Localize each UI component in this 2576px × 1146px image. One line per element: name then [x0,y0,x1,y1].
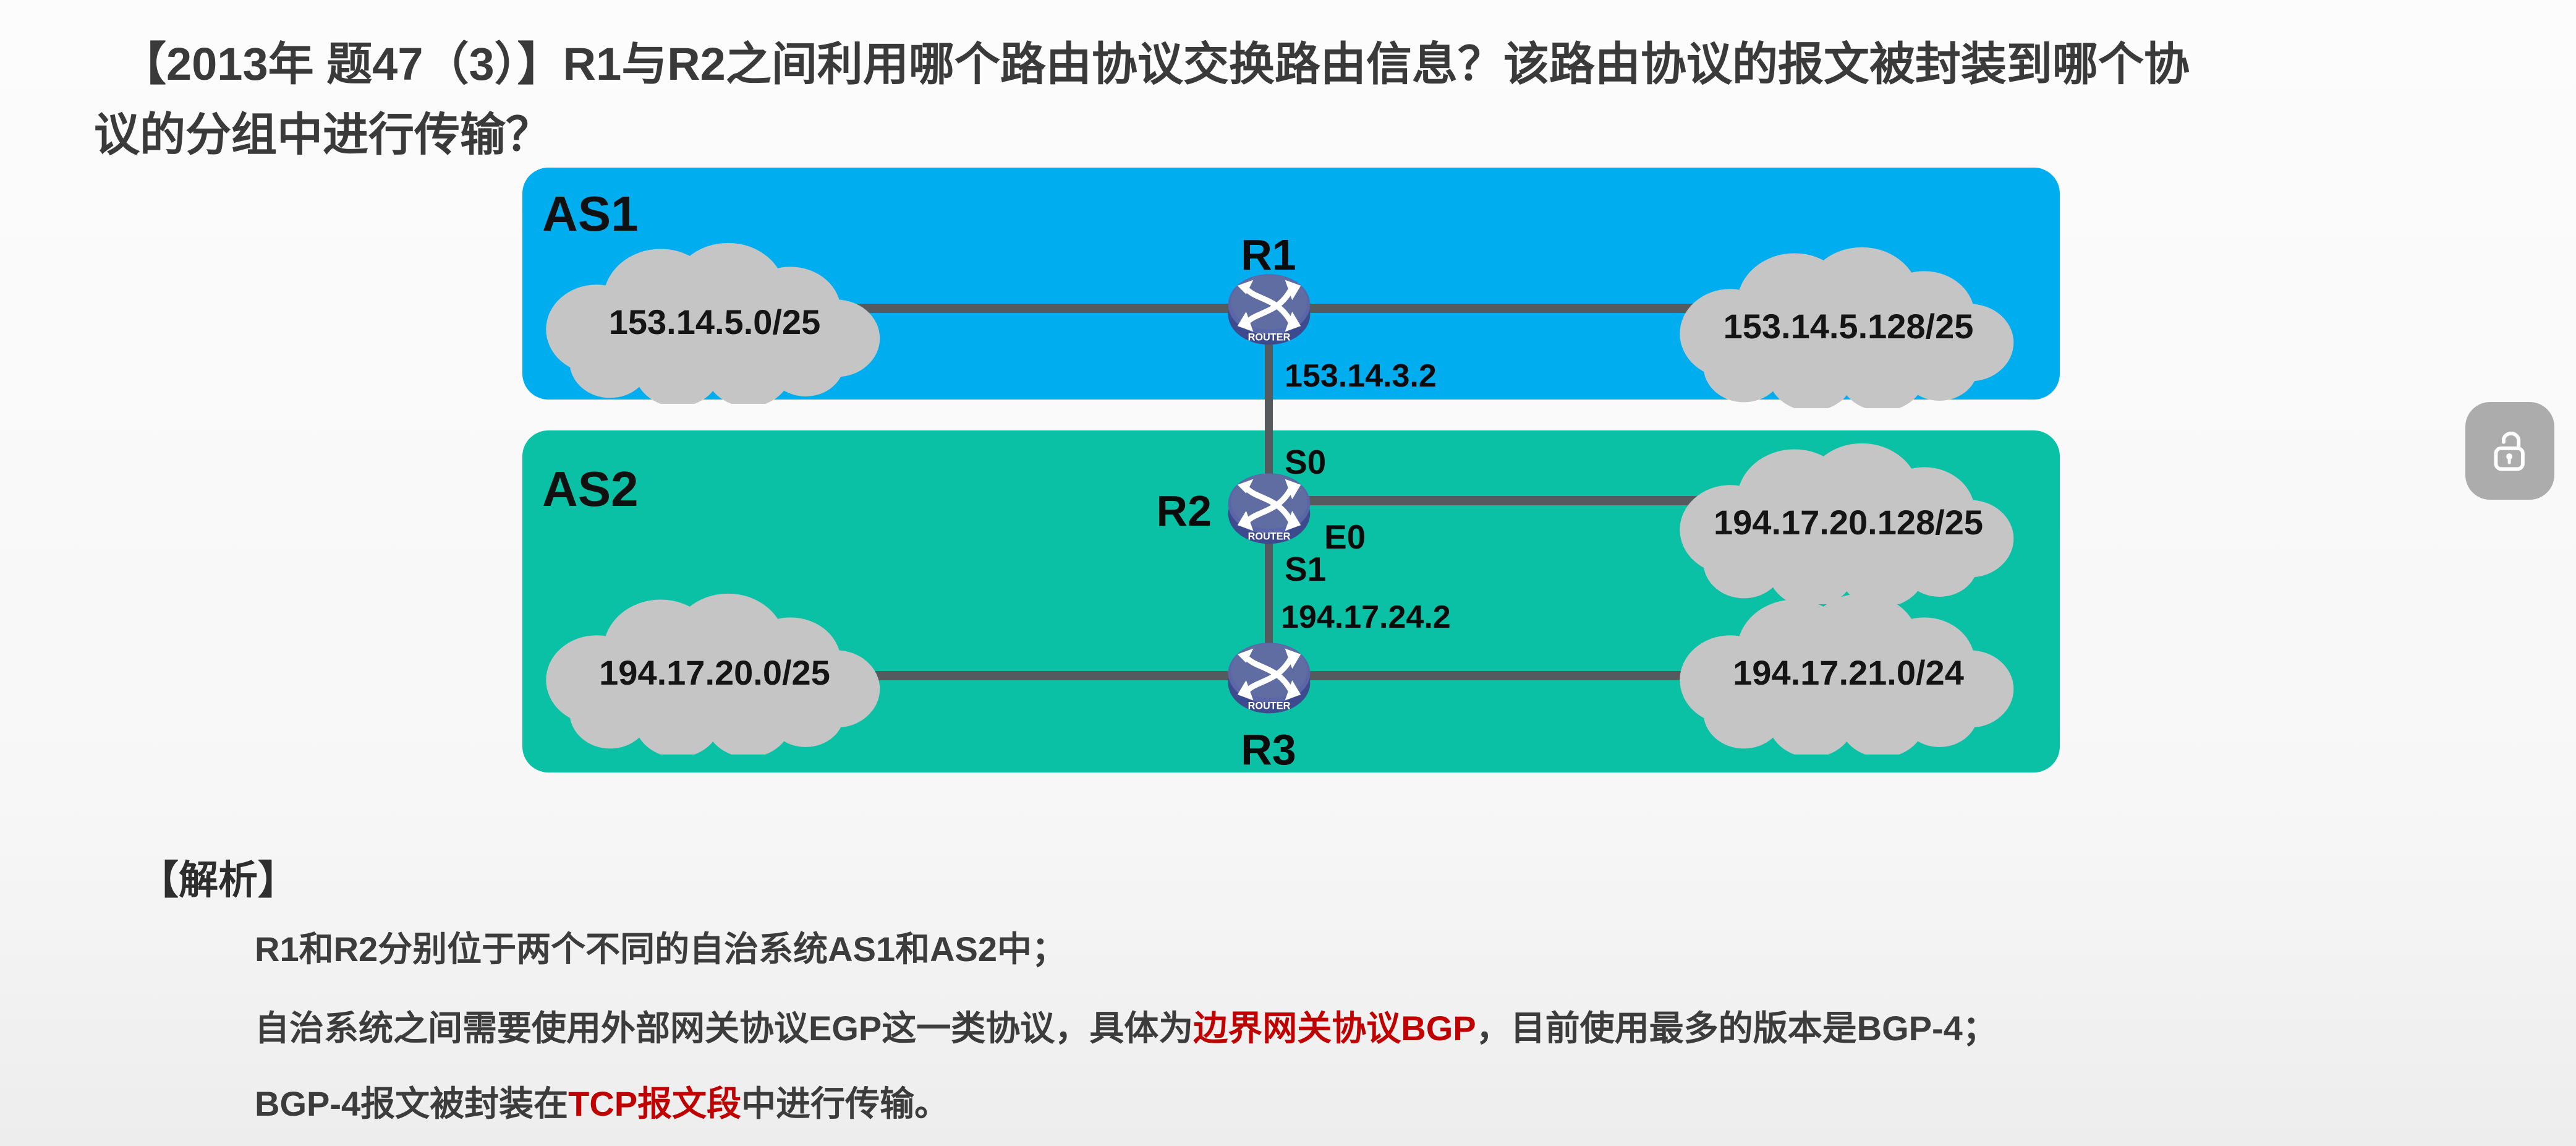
interface-s0-label: S0 [1285,443,1327,481]
network-address: 194.17.20.0/25 [599,652,830,692]
router-icon: ROUTER [1223,468,1316,547]
router-badge: ROUTER [1248,331,1291,343]
analysis-line2: 自治系统之间需要使用外部网关协议EGP这一类协议，具体为边界网关协议BGP，目前… [255,1001,1997,1051]
analysis-line2-highlight: 边界网关协议BGP [1193,1009,1476,1048]
analysis-line3-pre: BGP-4报文被封装在 [255,1084,569,1123]
router-r1-label: R1 [1241,231,1296,279]
network-cloud: 194.17.20.128/25 [1663,440,2034,604]
analysis-line2-post: ，目前使用最多的版本是BGP-4； [1476,1009,1997,1048]
analysis-heading: 【解析】 [139,858,297,902]
router-r3-label: R3 [1241,725,1296,774]
router-r2: ROUTER [1223,468,1316,547]
analysis-line1: R1和R2分别位于两个不同的自治系统AS1和AS2中； [255,930,1067,969]
network-address: 153.14.5.0/25 [608,302,821,341]
router-r3: ROUTER [1223,637,1316,716]
network-cloud: 153.14.5.128/25 [1663,244,2034,408]
unlock-icon [2494,431,2525,471]
network-address: 194.17.20.128/25 [1714,502,1983,542]
network-cloud: 153.14.5.0/25 [529,240,900,404]
question-title-line2: 议的分组中进行传输？ [94,109,551,160]
router-r1: ROUTER [1223,268,1316,348]
unlock-button[interactable] [2465,402,2554,500]
as2-label: AS2 [542,461,639,516]
router-r2-label: R2 [1156,487,1212,535]
analysis-line3: BGP-4报文被封装在TCP报文段中进行传输。 [255,1076,949,1126]
network-address: 194.17.21.0/24 [1733,652,1964,692]
analysis-line2-pre: 自治系统之间需要使用外部网关协议EGP这一类协议，具体为 [255,1009,1194,1048]
as1-label: AS1 [542,186,639,241]
network-address: 153.14.5.128/25 [1723,306,1974,346]
analysis-line3-highlight: TCP报文段 [568,1084,742,1123]
network-cloud: 194.17.21.0/24 [1663,591,2034,755]
analysis-line3-post: 中进行传输。 [741,1084,950,1123]
link-ip-r2-r3: 194.17.24.2 [1281,599,1451,635]
interface-e0-label: E0 [1324,518,1366,556]
question-title-line1: 【2013年 题47（3）】R1与R2之间利用哪个路由协议交换路由信息？该路由协… [121,38,2190,90]
router-badge: ROUTER [1248,700,1291,711]
router-icon: ROUTER [1223,637,1316,716]
link-ip-r1-r2: 153.14.3.2 [1285,358,1437,394]
router-icon: ROUTER [1223,268,1316,348]
network-cloud: 194.17.20.0/25 [529,591,900,755]
link-r2-lan [1269,496,1751,505]
router-badge: ROUTER [1248,531,1291,542]
interface-s1-label: S1 [1285,550,1327,588]
